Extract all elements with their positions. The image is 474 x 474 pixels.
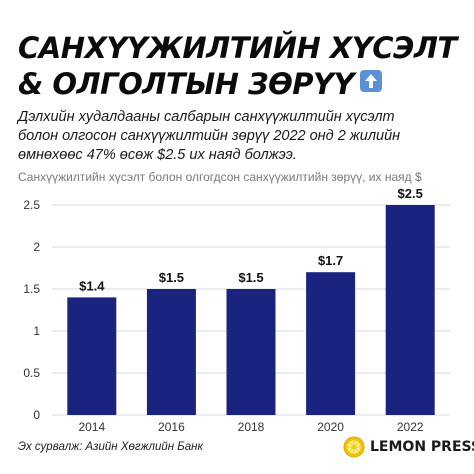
y-tick-label: 2.5 — [23, 198, 40, 212]
title-line-1: САНХҮҮЖИЛТИЙН ХҮСЭЛТ — [18, 31, 457, 65]
bar-data-label: $1.5 — [238, 270, 263, 285]
y-tick-label: 0 — [33, 408, 40, 422]
bar-data-label: $1.7 — [318, 253, 343, 268]
x-tick-label: 2020 — [317, 420, 344, 434]
y-tick-label: 0.5 — [23, 366, 40, 380]
lemon-icon — [343, 436, 365, 458]
source-note: Эх сурвалж: Азийн Хөгжлийн Банк — [18, 441, 203, 453]
y-tick-label: 1.5 — [23, 282, 40, 296]
x-tick-label: 2014 — [78, 420, 105, 434]
title-line-2-text: & ОЛГОЛТЫН ЗӨРҮҮ — [18, 67, 355, 101]
title-line-2: & ОЛГОЛТЫН ЗӨРҮҮ — [18, 66, 458, 102]
y-tick-label: 1 — [33, 324, 40, 338]
bar — [306, 272, 356, 415]
bar — [146, 289, 196, 415]
bar-data-label: $1.5 — [159, 270, 184, 285]
bar — [385, 205, 435, 415]
bar-data-label: $2.5 — [398, 186, 423, 201]
brand-logo: LEMON PRESS — [343, 436, 474, 458]
up-arrow-icon — [360, 70, 383, 92]
axis-caption: Санхүүжилтийн хүсэлт болон олгогдсон сан… — [18, 170, 422, 184]
x-tick-label: 2018 — [238, 420, 265, 434]
page-title: САНХҮҮЖИЛТИЙН ХҮСЭЛТ & ОЛГОЛТЫН ЗӨРҮҮ — [18, 30, 458, 102]
bar — [226, 289, 276, 415]
x-tick-label: 2016 — [158, 420, 185, 434]
subtitle: Дэлхийн худалдааны салбарын санхүүжилтий… — [18, 109, 401, 163]
y-tick-label: 2 — [33, 240, 40, 254]
bar-data-label: $1.4 — [79, 278, 105, 293]
x-tick-label: 2022 — [397, 420, 424, 434]
bar — [67, 297, 117, 415]
brand-name: LEMON PRESS — [370, 439, 474, 455]
